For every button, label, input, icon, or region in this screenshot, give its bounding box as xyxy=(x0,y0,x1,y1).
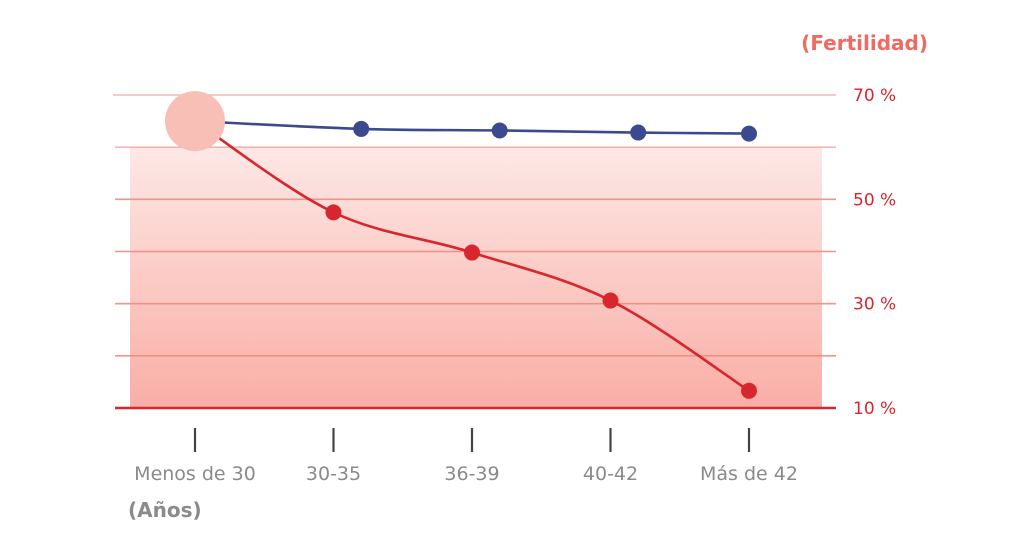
data-point xyxy=(353,120,370,137)
x-axis: Menos de 30 30-35 36-39 40-42 Más de 42 xyxy=(134,428,798,485)
series-layer xyxy=(165,91,757,399)
data-point xyxy=(464,244,480,261)
y-tick-label: 10 % xyxy=(853,399,896,419)
y-axis: 70 % 50 % 30 % 10 % xyxy=(853,86,896,419)
data-point xyxy=(325,204,342,221)
x-tick-label: Menos de 30 xyxy=(134,463,256,485)
x-tick-label: 36-39 xyxy=(444,463,499,485)
data-point xyxy=(741,382,757,399)
data-point xyxy=(491,122,508,139)
data-point xyxy=(630,124,647,141)
x-tick-label: Más de 42 xyxy=(700,463,798,485)
x-tick-label: 30-35 xyxy=(306,463,361,485)
y-tick-label: 30 % xyxy=(853,295,896,315)
data-point xyxy=(741,125,757,142)
start-point xyxy=(165,91,225,152)
x-axis-label: (Años) xyxy=(128,498,202,522)
background-bands xyxy=(130,147,822,408)
series-line xyxy=(193,119,751,135)
x-tick-label: 40-42 xyxy=(583,463,638,485)
background-band xyxy=(130,147,822,408)
y-axis-label: (Fertilidad) xyxy=(801,31,928,55)
data-point xyxy=(602,292,619,309)
y-tick-label: 50 % xyxy=(853,190,896,210)
y-tick-label: 70 % xyxy=(853,86,896,106)
